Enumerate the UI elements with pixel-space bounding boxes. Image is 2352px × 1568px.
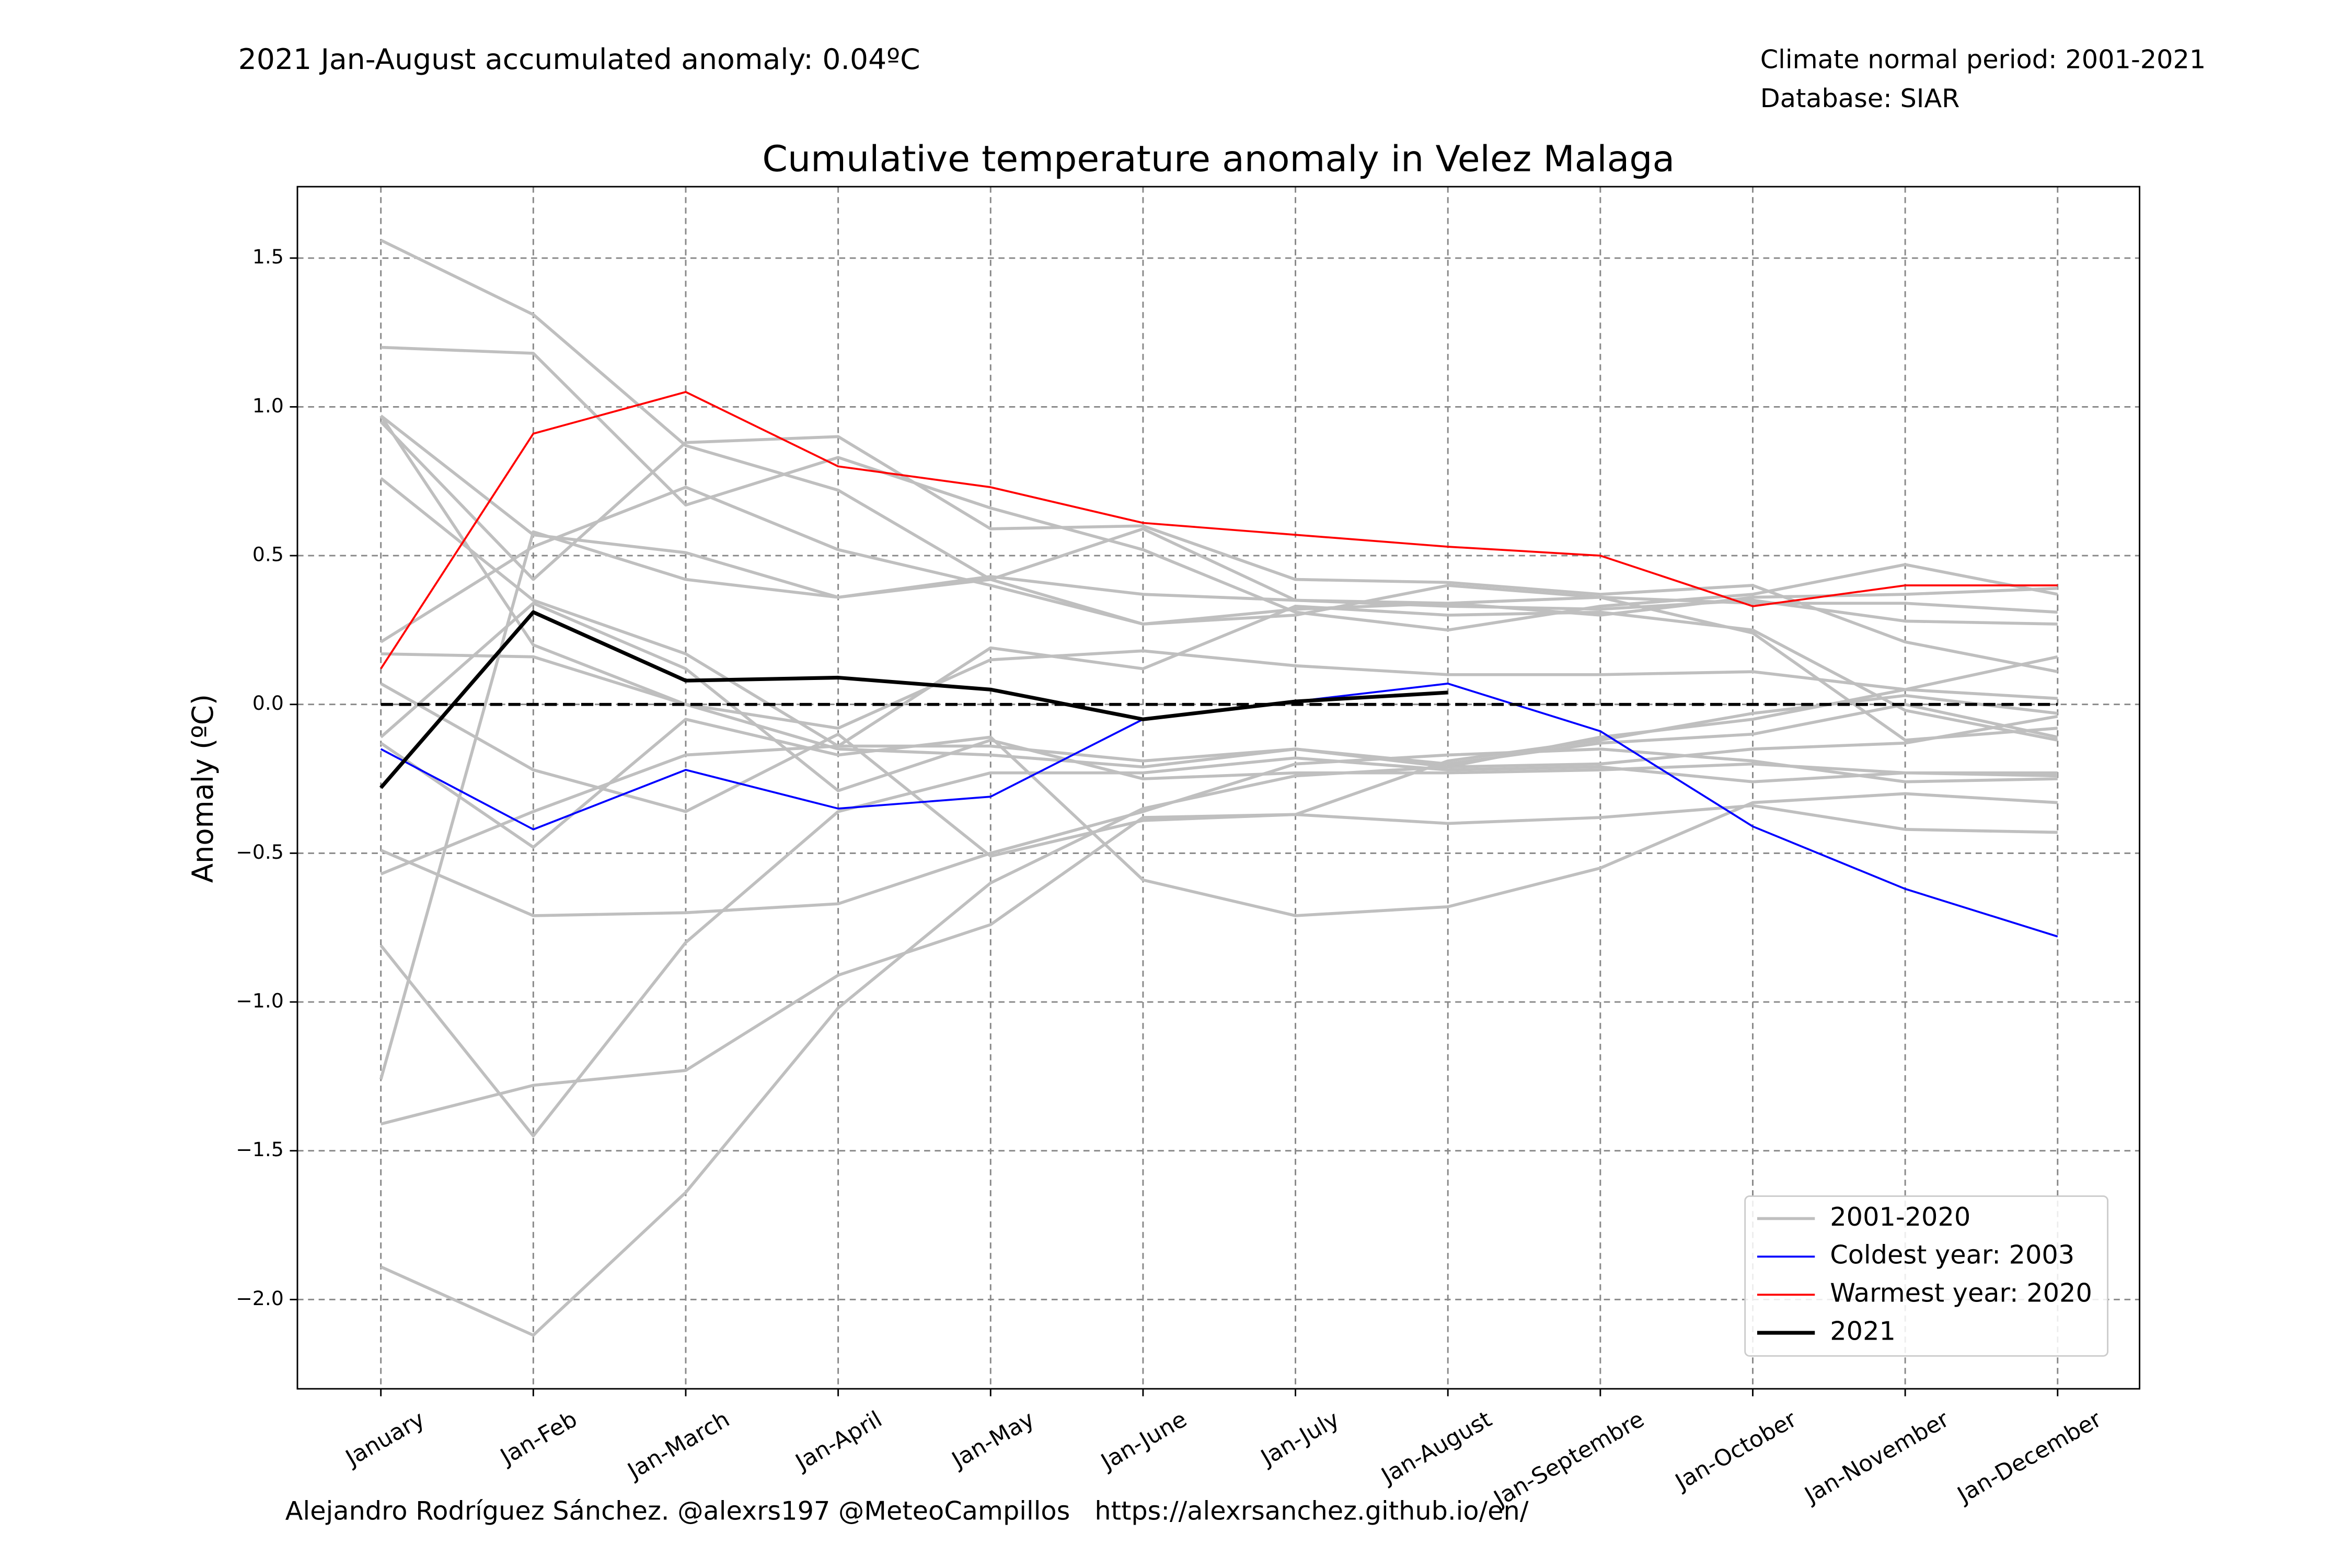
series-line: [379, 477, 2058, 748]
y-tick-label: 1.5: [252, 245, 284, 268]
series-line: [380, 702, 2058, 875]
legend-label: Coldest year: 2003: [1830, 1240, 2074, 1270]
legend-label: 2021: [1830, 1317, 1896, 1346]
plot-frame: [296, 186, 2140, 1390]
y-tick-label: −0.5: [236, 840, 284, 863]
info-line: Climate normal period: 2001-2021: [1760, 45, 2206, 75]
series-line: [379, 756, 2058, 1138]
info-line: Database: SIAR: [1760, 84, 1960, 113]
chart-title: Cumulative temperature anomaly in Velez …: [762, 139, 1675, 180]
y-axis-label: Anomaly (ºC): [186, 694, 220, 883]
annotation: 2021 Jan-August accumulated anomaly: 0.0…: [238, 43, 920, 76]
y-tick-label: 1.0: [252, 394, 284, 417]
series-line: [381, 649, 2058, 730]
series-line: [379, 420, 2058, 673]
series-line: [380, 391, 2058, 670]
series-line: [379, 610, 1448, 789]
legend-label: Warmest year: 2020: [1830, 1278, 2092, 1308]
series-line: [380, 714, 2058, 1337]
y-tick-label: 0.5: [252, 543, 284, 566]
legend-label: 2001-2020: [1830, 1202, 1970, 1232]
y-tick-label: −1.0: [236, 989, 284, 1012]
series-line: [381, 345, 2058, 632]
footer: Alejandro Rodríguez Sánchez. @alexrs197 …: [285, 1496, 1529, 1526]
series-line: [380, 747, 2058, 917]
series-line: [379, 414, 2058, 769]
series-line: [380, 718, 2058, 917]
series-line: [380, 486, 2058, 643]
y-tick-label: 0.0: [252, 691, 284, 714]
y-tick-label: −1.5: [236, 1138, 284, 1161]
y-tick-label: −2.0: [236, 1287, 284, 1310]
legend-box: [1744, 1195, 2109, 1357]
series-line: [379, 530, 2058, 1080]
series-line: [380, 804, 2058, 1126]
